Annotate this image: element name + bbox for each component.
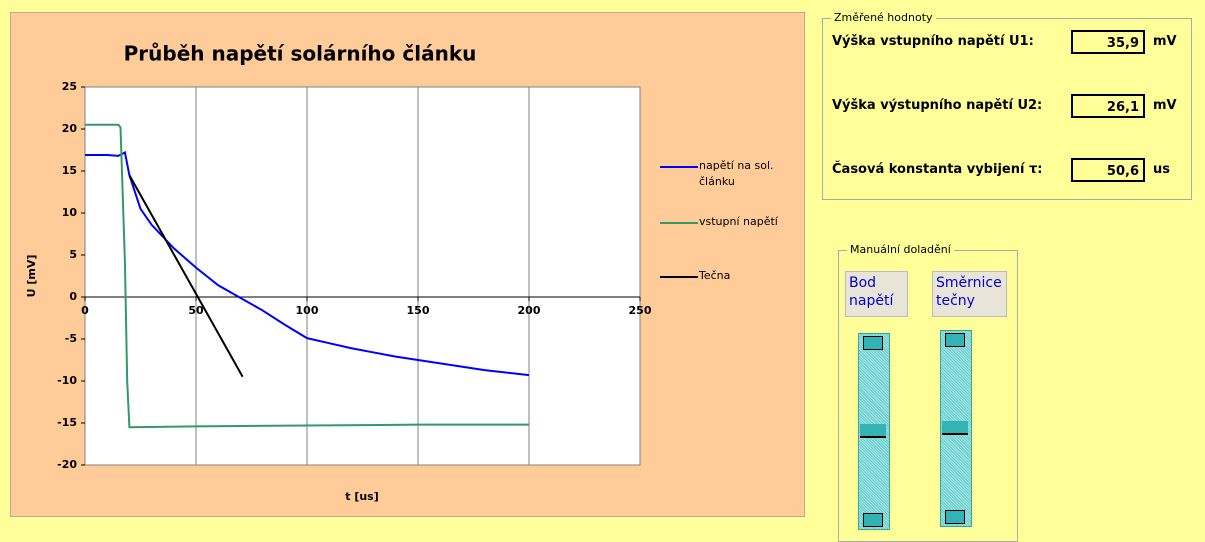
scroll-thumb[interactable] <box>942 421 968 435</box>
legend-label: vstupní napětí <box>699 215 778 228</box>
button[interactable]: Směrnice tečny <box>932 271 1007 317</box>
unit: mV <box>1153 98 1177 113</box>
unit: us <box>1153 162 1170 177</box>
y-tick-label: -5 <box>65 332 77 345</box>
page: Průběh napětí solárního článku t [us] U … <box>10 11 1192 542</box>
y-tick-label: 5 <box>69 248 77 261</box>
plot-area <box>84 86 641 466</box>
y-tick-label: -15 <box>57 416 77 429</box>
series-line <box>128 174 244 378</box>
x-tick-label: 100 <box>296 304 319 317</box>
y-tick-label: 15 <box>62 164 77 177</box>
legend-label: napětí na sol. článku <box>699 159 774 188</box>
y-tick-label: -20 <box>57 458 77 471</box>
y-tick-label: 25 <box>62 80 77 93</box>
x-tick-label: 0 <box>81 304 89 317</box>
scroll-down[interactable] <box>863 513 883 527</box>
row-label: Výška vstupního napětí U1: <box>832 34 1034 49</box>
x-axis-label: t [us] <box>345 490 379 503</box>
y-tick-label: -10 <box>57 374 77 387</box>
legend-swatch <box>660 166 698 168</box>
chart-title: Průběh napětí solárního článku <box>124 42 477 66</box>
value-box: 35,9 <box>1071 30 1145 54</box>
row-label: Časová konstanta vybijení τ: <box>832 162 1043 177</box>
y-tick-label: 20 <box>62 122 78 135</box>
group-title: Manuální doladění <box>847 243 954 256</box>
scroll-up[interactable] <box>863 336 883 350</box>
scrollbar[interactable] <box>940 330 972 527</box>
value-box: 50,6 <box>1071 158 1145 182</box>
row-label: Výška výstupního napětí U2: <box>832 98 1043 113</box>
scroll-thumb[interactable] <box>860 424 886 438</box>
y-tick-label: 0 <box>69 290 77 303</box>
x-tick-label: 150 <box>407 304 430 317</box>
legend-swatch <box>660 276 698 278</box>
measured-group: Změřené hodnoty <box>822 11 1192 200</box>
x-tick-label: 200 <box>518 304 541 317</box>
button[interactable]: Bod napětí <box>845 271 908 317</box>
y-tick-label: 10 <box>62 206 78 219</box>
y-axis-label: U [mV] <box>25 255 38 298</box>
chart: Průběh napětí solárního článku t [us] U … <box>10 12 805 517</box>
scroll-up[interactable] <box>945 333 965 347</box>
value-box: 26,1 <box>1071 94 1145 118</box>
x-tick-label: 50 <box>188 304 204 317</box>
unit: mV <box>1153 34 1177 49</box>
legend-swatch <box>660 222 698 224</box>
group-title: Změřené hodnoty <box>831 11 936 24</box>
x-tick-label: 250 <box>629 304 652 317</box>
scrollbar[interactable] <box>858 333 890 530</box>
series-line <box>85 151 530 377</box>
scroll-down[interactable] <box>945 510 965 524</box>
series-line <box>85 123 529 429</box>
legend-label: Tečna <box>699 269 731 282</box>
